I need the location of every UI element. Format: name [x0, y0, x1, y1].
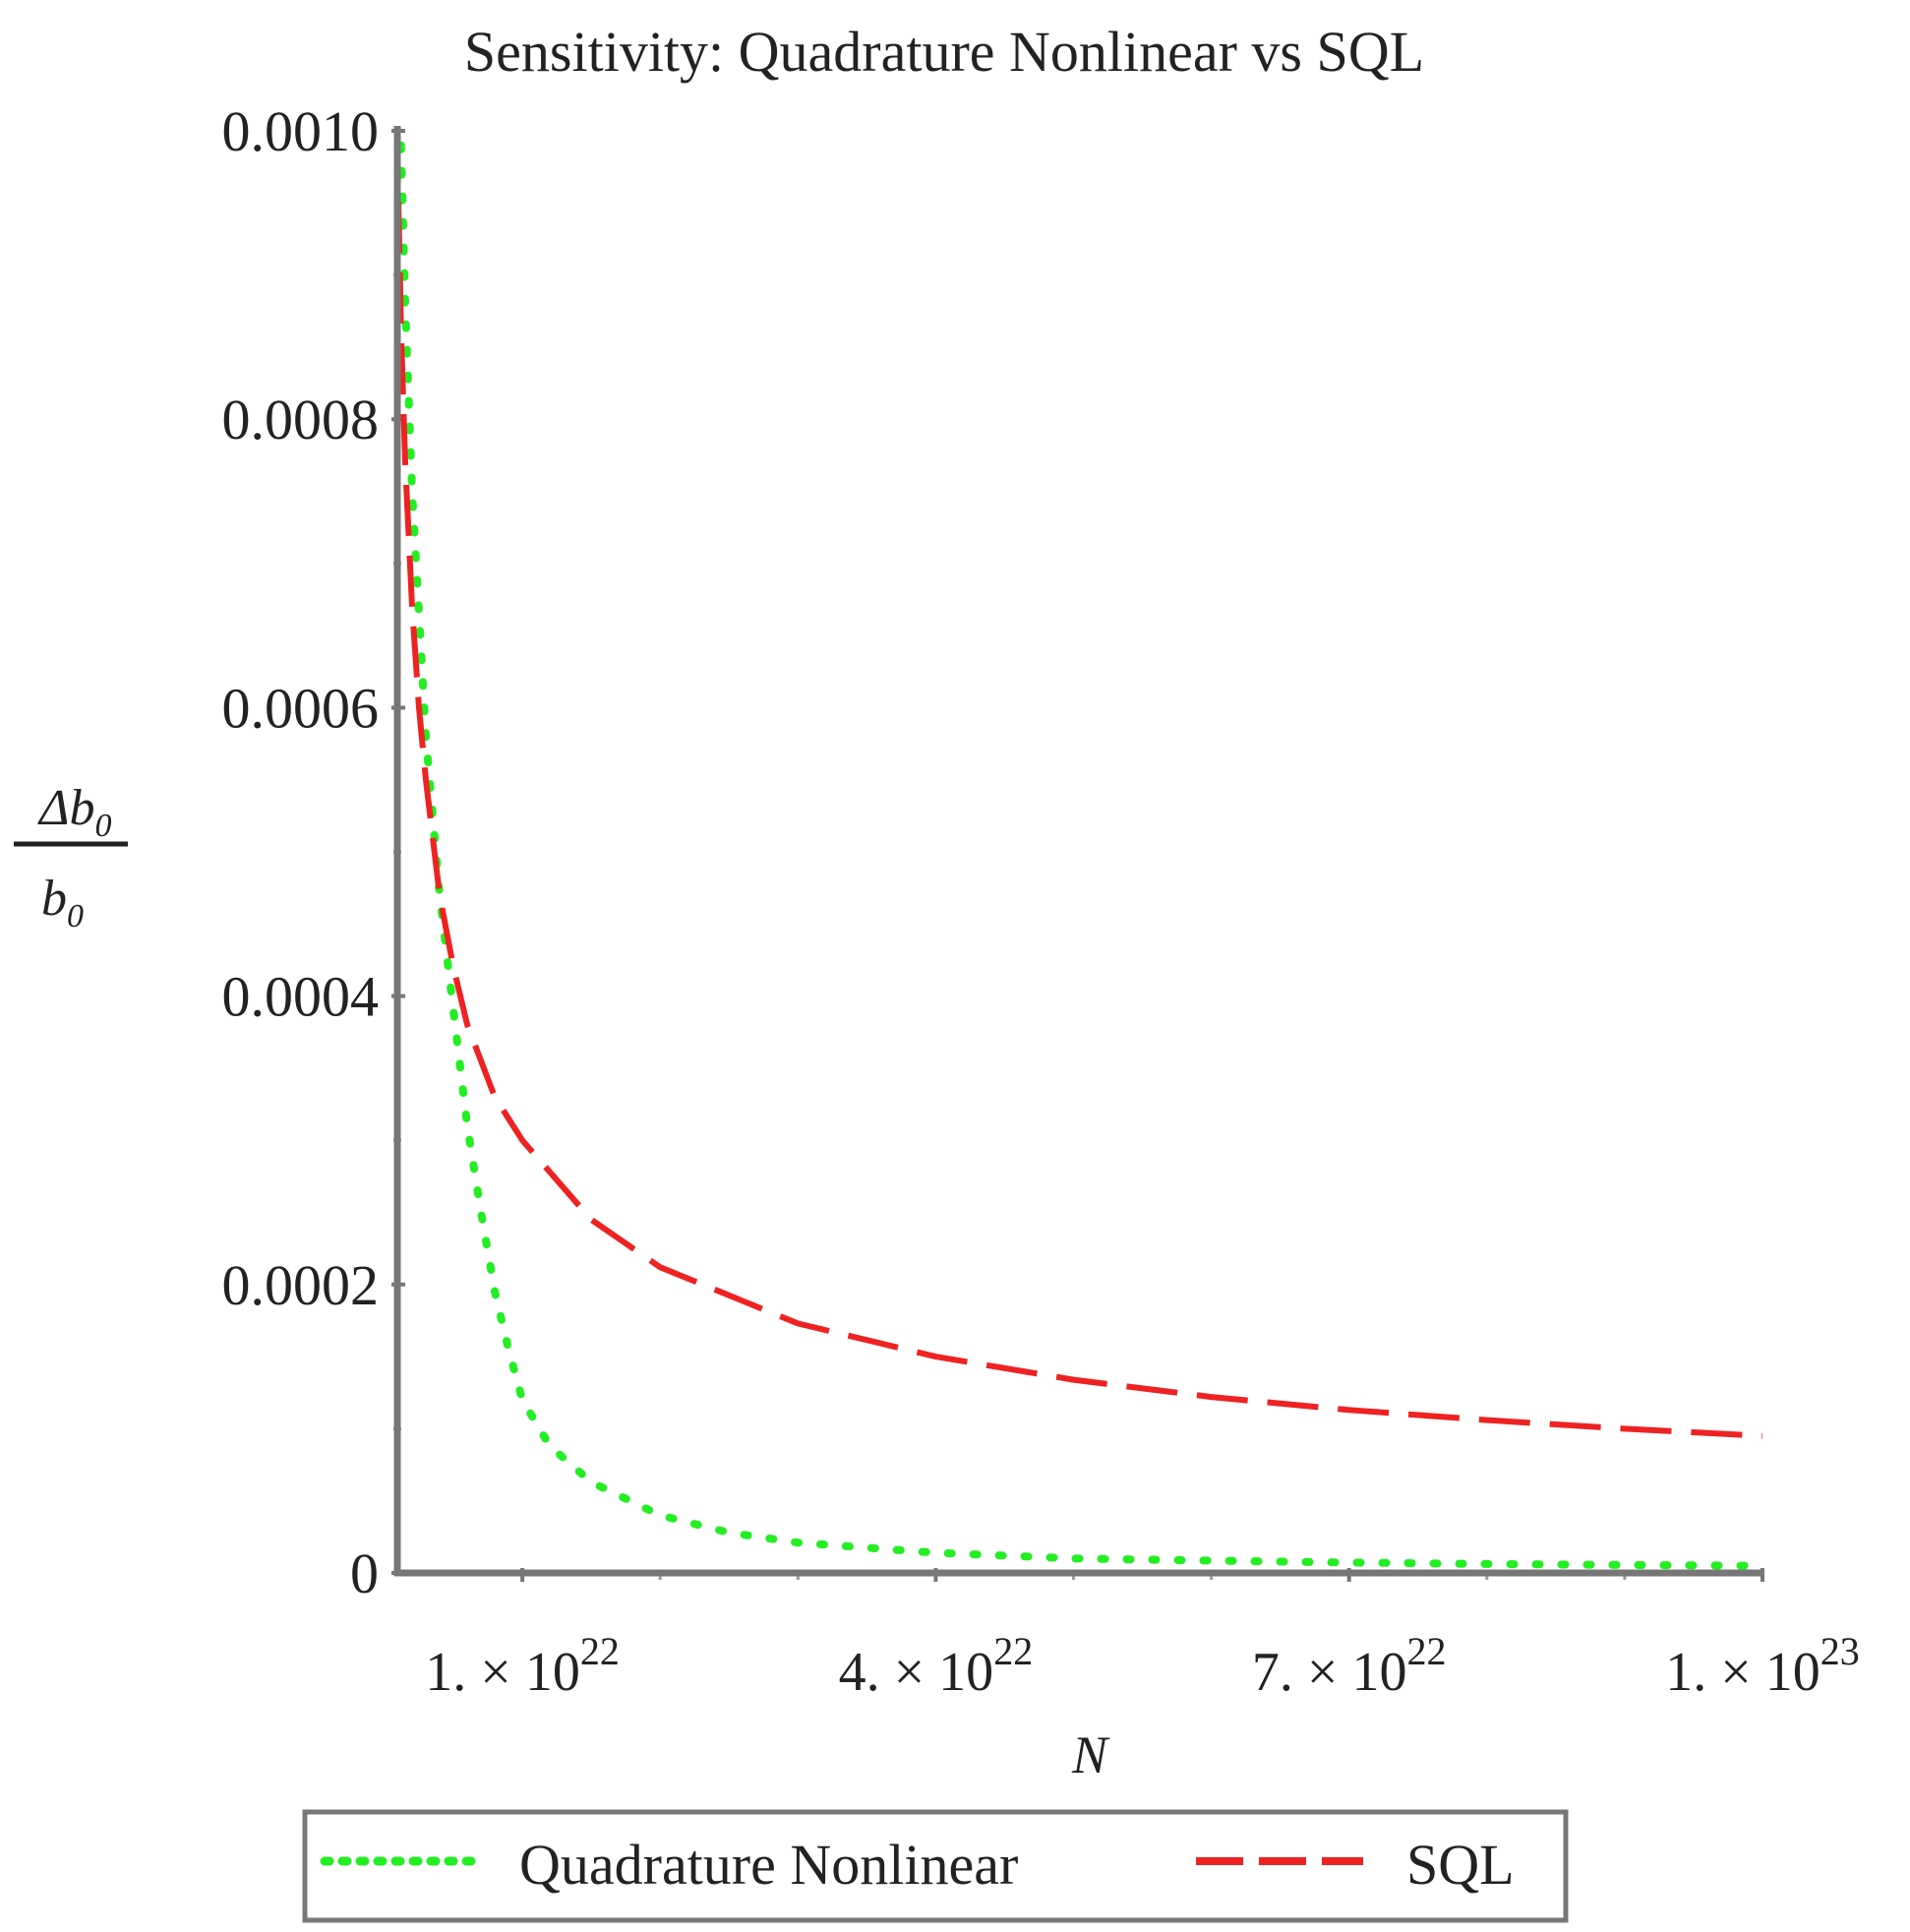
x-tick-label-exponent: 22	[1406, 1629, 1446, 1673]
series-line-sql	[393, 130, 1763, 1439]
y-tick-label-0: 0	[350, 1541, 379, 1605]
y-label-denominator-sub: 0	[67, 898, 84, 935]
x-tick-label-1: 4. × 1022	[839, 1629, 1034, 1703]
y-tick-label-5: 0.0010	[222, 99, 380, 163]
legend-label-quadrature-nonlinear: Quadrature Nonlinear	[519, 1833, 1018, 1897]
legend-label-sql: SQL	[1406, 1833, 1515, 1897]
y-tick-label-1: 0.0002	[222, 1253, 380, 1317]
x-tick-label-mantissa: 4. × 10	[839, 1642, 994, 1703]
x-tick-label-exponent: 22	[580, 1629, 620, 1673]
y-tick-label-3: 0.0006	[222, 676, 380, 740]
x-tick-label-2: 7. × 1022	[1252, 1629, 1447, 1703]
x-tick-label-mantissa: 1. × 10	[1665, 1642, 1820, 1703]
svg-text:Δb0: Δb0	[37, 780, 112, 844]
y-tick-label-2: 0.0004	[222, 965, 380, 1029]
y-label-denominator: b	[41, 871, 67, 927]
y-label-numerator: Δb	[37, 780, 95, 836]
svg-text:b0: b0	[41, 871, 84, 935]
x-tick-label-mantissa: 7. × 10	[1252, 1642, 1407, 1703]
legend: Quadrature Nonlinear SQL	[302, 1809, 1569, 1923]
series-line-quadrature-nonlinear	[396, 141, 1766, 1570]
legend-box	[302, 1809, 1569, 1923]
x-axis-label: N	[1071, 1725, 1110, 1784]
x-tick-label-mantissa: 1. × 10	[425, 1642, 580, 1703]
x-tick-label-exponent: 23	[1820, 1629, 1860, 1673]
y-axis-label: Δb0 b0	[14, 780, 128, 935]
x-tick-label-0: 1. × 1022	[425, 1629, 620, 1703]
y-tick-label-4: 0.0008	[222, 388, 380, 452]
series-layer	[393, 130, 1766, 1570]
x-tick-label-3: 1. × 1023	[1665, 1629, 1860, 1703]
y-label-numerator-sub: 0	[95, 808, 112, 844]
chart-title: Sensitivity: Quadrature Nonlinear vs SQL	[464, 20, 1424, 84]
x-tick-label-exponent: 22	[993, 1629, 1033, 1673]
